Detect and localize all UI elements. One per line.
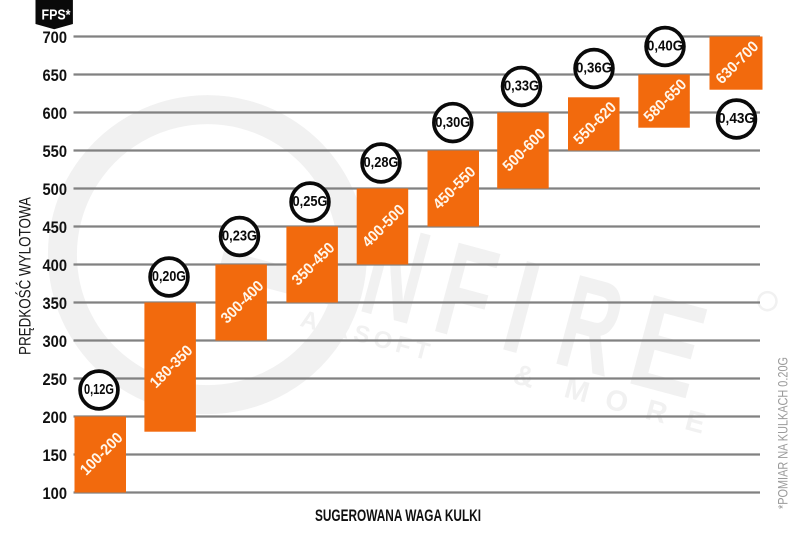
svg-text:0,43G: 0,43G <box>718 110 755 127</box>
svg-text:400: 400 <box>43 256 68 275</box>
svg-text:350: 350 <box>43 294 68 313</box>
svg-text:*POMIAR NA KULKACH 0.20G: *POMIAR NA KULKACH 0.20G <box>776 357 791 509</box>
svg-text:700: 700 <box>43 28 68 47</box>
svg-text:650: 650 <box>43 66 68 85</box>
svg-text:300: 300 <box>43 332 68 351</box>
svg-text:550: 550 <box>43 142 68 161</box>
svg-text:SUGEROWANA WAGA KULKI: SUGEROWANA WAGA KULKI <box>315 507 481 525</box>
svg-text:0,36G: 0,36G <box>576 60 612 77</box>
svg-text:450: 450 <box>43 218 68 237</box>
svg-text:600: 600 <box>43 104 68 123</box>
svg-text:0,30G: 0,30G <box>435 114 470 131</box>
svg-text:0,20G: 0,20G <box>152 268 186 285</box>
svg-text:0,23G: 0,23G <box>222 228 257 245</box>
svg-text:PRĘDKOŚĆ WYLOTOWA: PRĘDKOŚĆ WYLOTOWA <box>16 196 35 355</box>
svg-text:0,12G: 0,12G <box>84 381 114 398</box>
svg-text:0,28G: 0,28G <box>364 154 399 171</box>
svg-text:0,25G: 0,25G <box>293 193 328 210</box>
svg-text:100: 100 <box>43 484 68 503</box>
svg-text:0,33G: 0,33G <box>504 78 539 95</box>
svg-text:FPS*: FPS* <box>42 7 71 24</box>
svg-text:0,40G: 0,40G <box>647 38 683 55</box>
svg-text:250: 250 <box>43 370 68 389</box>
svg-text:150: 150 <box>43 446 68 465</box>
svg-text:500: 500 <box>43 180 68 199</box>
svg-text:200: 200 <box>43 408 68 427</box>
